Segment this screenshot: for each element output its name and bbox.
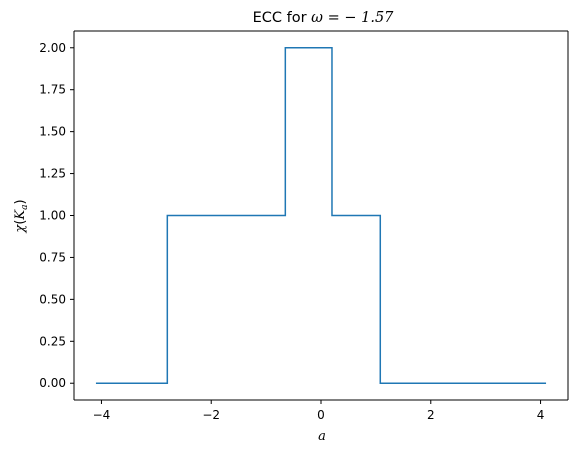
y-tick-label: 0.75 — [39, 250, 66, 264]
y-tick-label: 0.50 — [39, 292, 66, 306]
x-ticks: −4 −2 0 2 4 — [93, 400, 545, 422]
y-tick-label: 1.00 — [39, 209, 66, 223]
x-tick-label: −4 — [93, 408, 111, 422]
y-tick-label: 0.00 — [39, 376, 66, 390]
y-tick-label: 1.50 — [39, 125, 66, 139]
y-axis-label-k: K — [13, 209, 28, 221]
series-line-0 — [95, 47, 547, 384]
y-axis-label-chi: χ — [13, 224, 28, 234]
x-axis-label: a — [318, 429, 326, 444]
chart-title: ECC for ω = − 1.57 — [253, 10, 395, 26]
x-tick-label: 4 — [537, 408, 545, 422]
y-tick-label: 1.25 — [39, 167, 66, 181]
plot-area — [74, 31, 568, 400]
x-tick-label: 0 — [317, 408, 325, 422]
chart-title-prefix: ECC for — [253, 10, 312, 26]
y-axis-label-sub: a — [20, 205, 30, 210]
y-tick-label: 0.25 — [39, 334, 66, 348]
y-axis-label-open-paren: ( — [13, 220, 28, 225]
y-ticks: 0.00 0.25 0.50 0.75 1.00 1.25 1.50 1.75 2.00 — [39, 41, 74, 390]
chart-title-math: ω = − 1.57 — [311, 10, 394, 26]
x-tick-label: −2 — [202, 408, 220, 422]
x-tick-label: 2 — [427, 408, 435, 422]
y-tick-label: 1.75 — [39, 83, 66, 97]
y-axis-label: χ(Ka) — [13, 199, 30, 233]
y-axis-label-close-paren: ) — [13, 199, 28, 204]
series-layer — [95, 47, 547, 384]
y-tick-label: 2.00 — [39, 41, 66, 55]
